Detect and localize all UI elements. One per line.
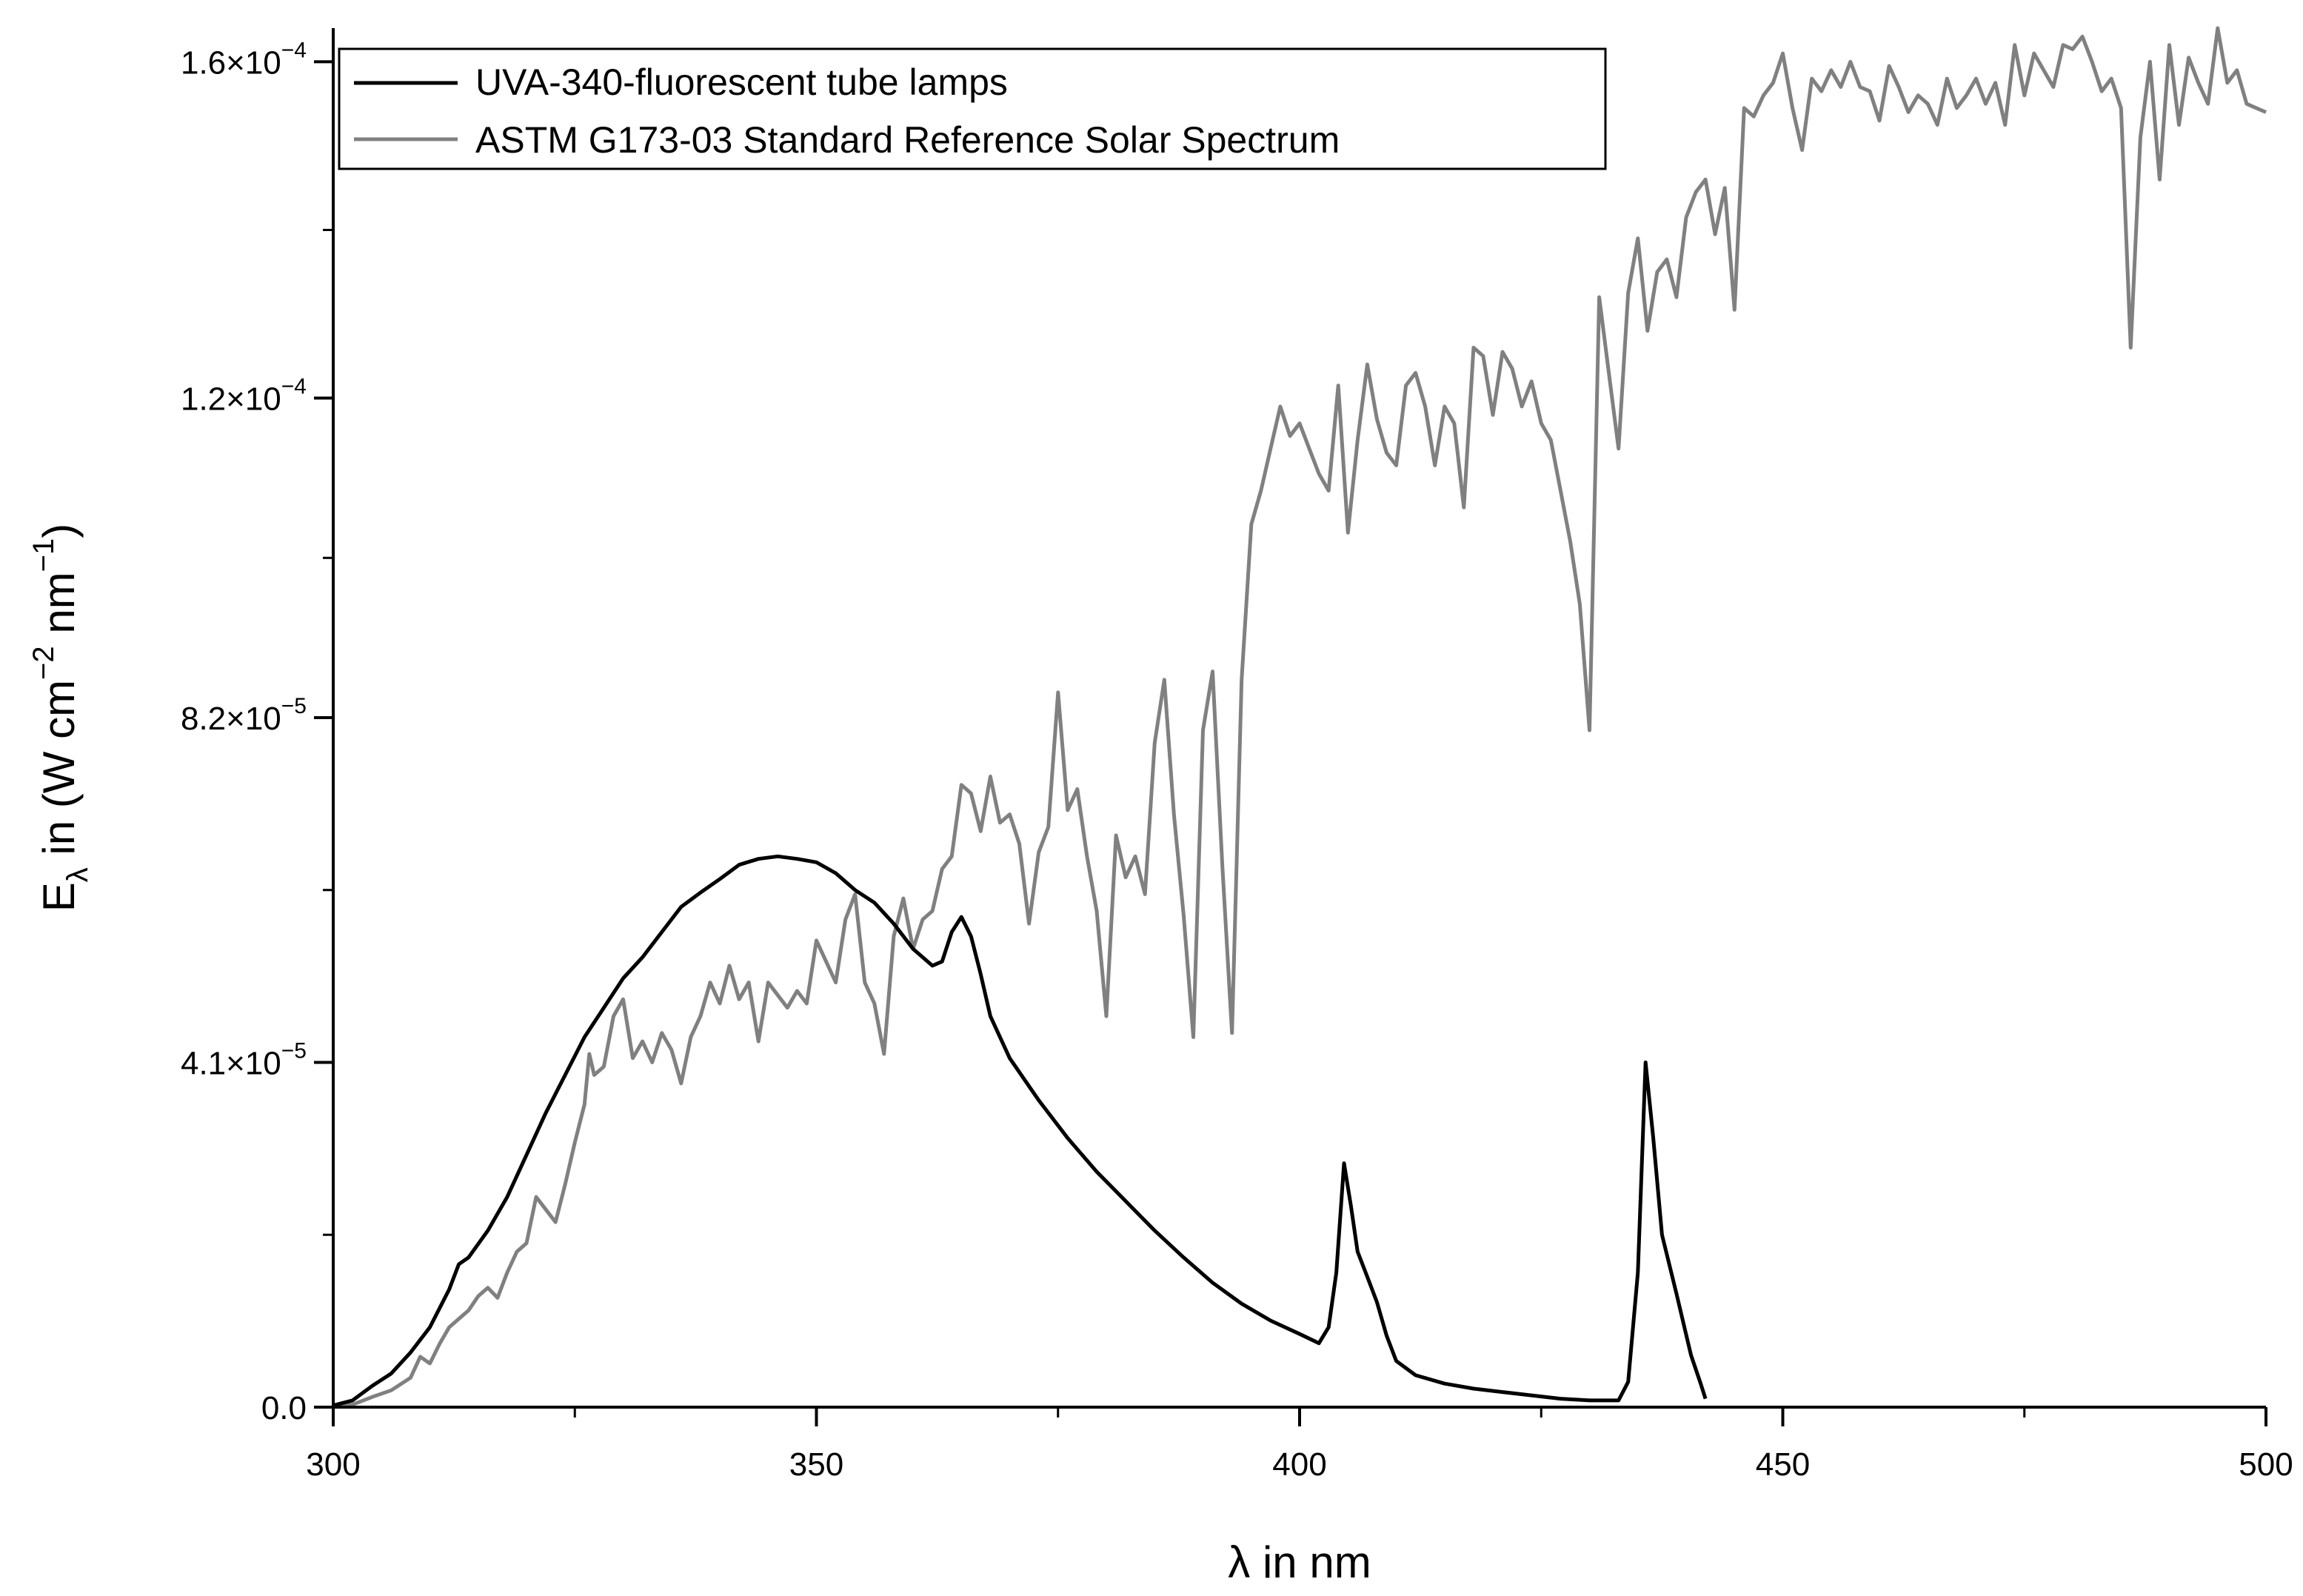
legend-label-uva340: UVA-340-fluorescent tube lamps <box>475 61 1008 103</box>
y-tick-label: 4.1×10−5 <box>181 1039 307 1082</box>
x-axis-title: λ in nm <box>1228 1537 1371 1587</box>
y-axis-title: Eλ in (W cm−2 nm−1) <box>27 524 94 912</box>
y-ticks: 0.0 4.1×10−5 8.2×10−5 1.2×10−4 1.6×10−4 <box>181 38 333 1426</box>
y-tick-label: 1.6×10−4 <box>181 38 307 81</box>
legend-box <box>338 47 1607 170</box>
x-tick-label: 400 <box>1272 1446 1326 1483</box>
x-tick-label: 450 <box>1756 1446 1810 1483</box>
series-line-astm-g173 <box>332 26 2267 1409</box>
x-tick-label: 500 <box>2239 1446 2293 1483</box>
legend: UVA-340-fluorescent tube lamps ASTM G173… <box>338 47 1607 170</box>
series-line-uva340 <box>332 854 1708 1408</box>
legend-label-astm-g173: ASTM G173-03 Standard Reference Solar Sp… <box>475 119 1340 161</box>
y-tick-label: 8.2×10−5 <box>181 694 307 737</box>
x-tick-label: 350 <box>789 1446 843 1483</box>
y-tick-label: 1.2×10−4 <box>181 375 307 418</box>
x-ticks: 300 350 400 450 500 <box>306 1407 2293 1483</box>
y-tick-label: 0.0 <box>261 1390 307 1426</box>
axes-layer <box>332 28 2266 1409</box>
x-tick-label: 300 <box>306 1446 360 1483</box>
series-layer <box>332 26 2267 1409</box>
